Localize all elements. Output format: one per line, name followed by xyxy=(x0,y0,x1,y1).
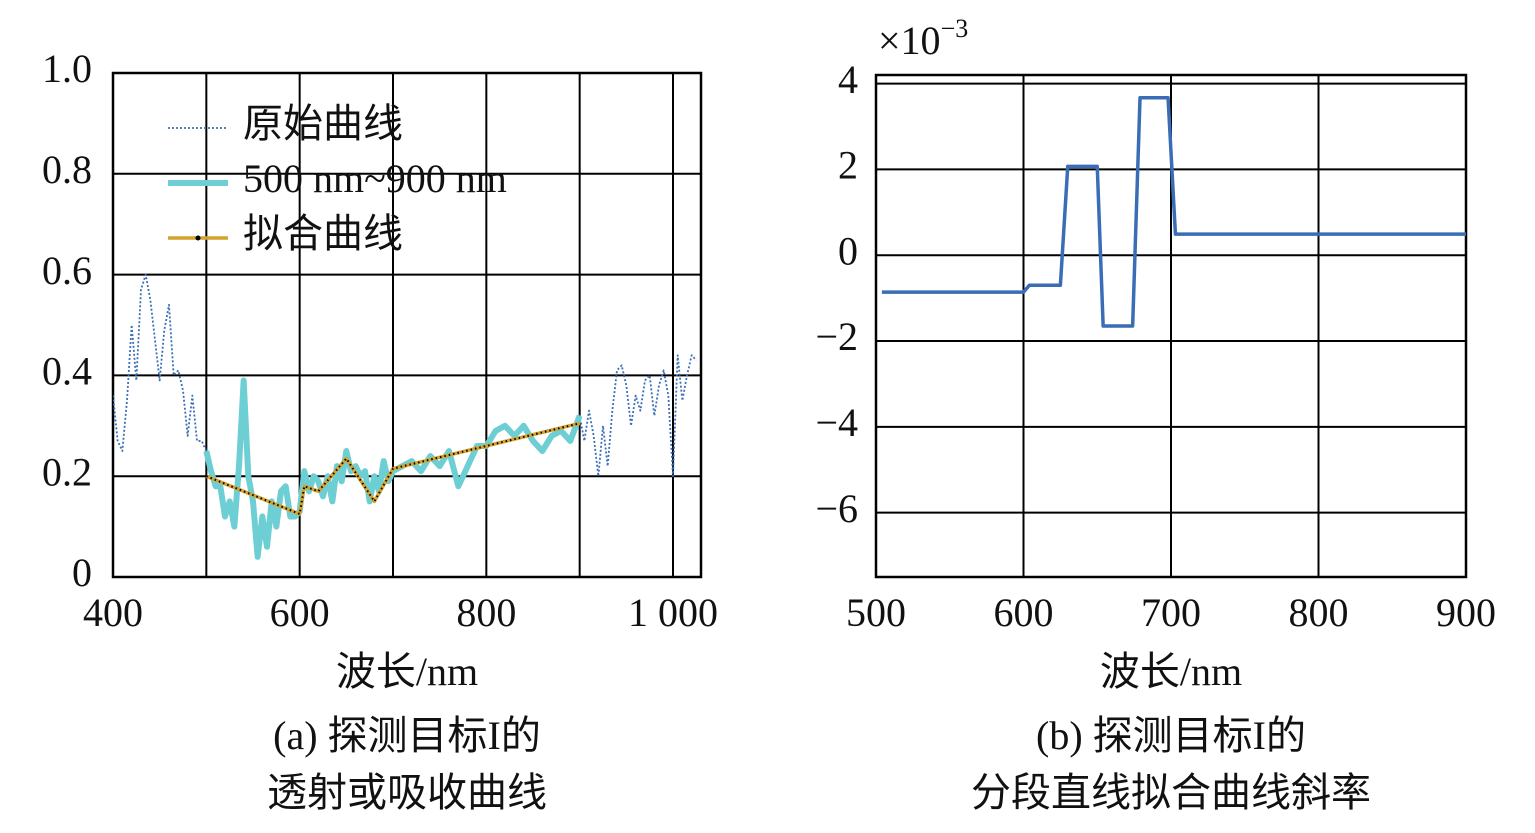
x-tick-label: 900 xyxy=(1436,590,1496,635)
multiplier-base: ×10 xyxy=(878,18,941,63)
y-tick-label: −4 xyxy=(815,400,858,445)
y-tick-label: 0.6 xyxy=(42,248,92,293)
y-tick-label: 0 xyxy=(838,228,858,273)
x-axis-label: 波长/nm xyxy=(1100,649,1242,694)
caption: 透射或吸收曲线 xyxy=(267,770,547,815)
y-tick-label: 0.2 xyxy=(42,449,92,494)
legend-label: 原始曲线 xyxy=(243,101,403,146)
axis-multiplier: ×10−3 xyxy=(878,14,968,63)
x-tick-label: 800 xyxy=(1289,590,1349,635)
x-axis-label: 波长/nm xyxy=(336,649,478,694)
y-tick-label: 4 xyxy=(838,57,858,102)
plot-frame xyxy=(111,71,703,579)
subplot: 500 600 700 800 900 −6 −4 −2 0 2 4 ×10−3 波长/nm (b) 探测… xyxy=(815,14,1496,815)
y-tick-label: 0.4 xyxy=(42,349,92,394)
y-tick-label: 2 xyxy=(838,143,858,188)
x-tick-label: 700 xyxy=(1141,590,1201,635)
plot-frame xyxy=(874,73,1468,579)
subplot: 400 600 800 1 000 0 0.2 0.4 0.6 0.8 1.0 原始曲线 500 nm… xyxy=(42,46,718,815)
caption: 分段直线拟合曲线斜率 xyxy=(971,770,1371,815)
y-tick-label: 1.0 xyxy=(42,46,92,91)
y-tick-label: 0.8 xyxy=(42,147,92,192)
legend-label: 500 nm~900 nm xyxy=(243,156,507,201)
series-line xyxy=(205,421,581,516)
x-tick-label: 600 xyxy=(270,590,330,635)
x-tick-label: 400 xyxy=(83,590,143,635)
caption: (a) 探测目标I的 xyxy=(273,713,541,758)
legend-label: 拟合曲线 xyxy=(243,211,403,256)
x-tick-label: 600 xyxy=(994,590,1054,635)
y-tick-label: 0 xyxy=(72,550,92,595)
series-line xyxy=(881,95,1466,328)
caption: (b) 探测目标I的 xyxy=(1036,713,1306,758)
y-tick-label: −6 xyxy=(815,486,858,531)
x-tick-label: 1 000 xyxy=(628,590,718,635)
series-line xyxy=(113,273,697,558)
y-tick-label: −2 xyxy=(815,314,858,359)
x-tick-label: 800 xyxy=(456,590,516,635)
multiplier-exponent: −3 xyxy=(941,14,969,43)
legend-marker xyxy=(195,235,201,241)
x-tick-label: 500 xyxy=(846,590,906,635)
